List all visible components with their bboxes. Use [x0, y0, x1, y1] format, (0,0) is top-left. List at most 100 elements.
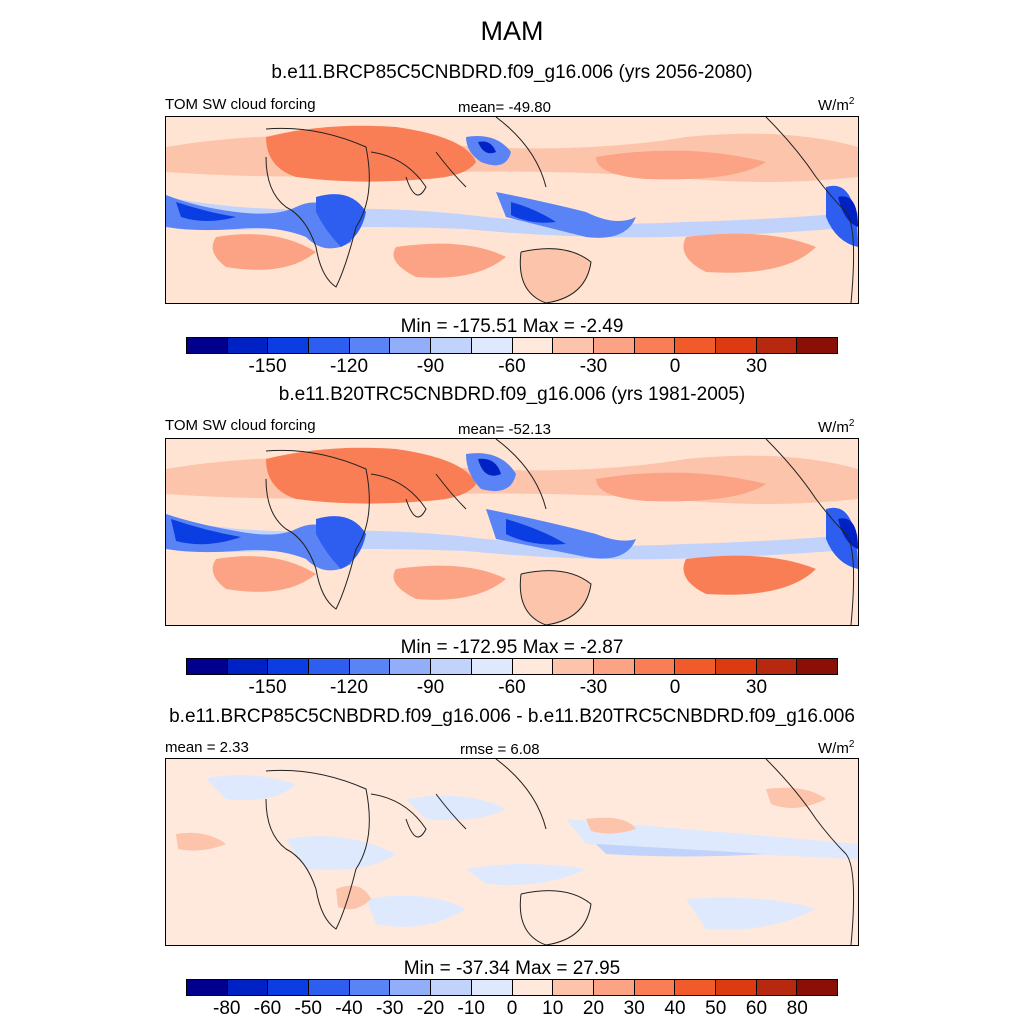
colorbar-swatch [593, 980, 635, 995]
colorbar-tick-label: 30 [745, 677, 768, 698]
colorbar-tick-label: -90 [416, 356, 445, 377]
colorbar-tick-label: -50 [294, 998, 322, 1019]
colorbar-tick-label: 0 [669, 677, 681, 698]
colorbar-swatch [431, 659, 472, 674]
colorbar-swatch [390, 980, 432, 995]
colorbar-swatch [797, 980, 837, 995]
panel1-map [165, 116, 859, 304]
colorbar-tick-label: 10 [542, 998, 564, 1019]
panel3-title: b.e11.BRCP85C5CNBDRD.f09_g16.006 - b.e11… [169, 706, 855, 727]
colorbar-swatch [715, 338, 757, 353]
panel1-variable-label: TOM SW cloud forcing [165, 96, 316, 113]
colorbar-tick-label: -60 [498, 677, 526, 698]
panel2-units: W/m2 [818, 418, 855, 436]
colorbar-tick-label: 60 [745, 998, 768, 1019]
panel2-colorbar [186, 658, 838, 675]
panel1-mean-label: mean= -49.80 [458, 99, 551, 116]
colorbar-swatch [187, 338, 228, 353]
panel2-map [165, 438, 859, 626]
colorbar-swatch [675, 980, 716, 995]
colorbar-swatch [756, 659, 798, 674]
colorbar-swatch [227, 338, 269, 353]
colorbar-swatch [268, 980, 310, 995]
colorbar-swatch [512, 338, 554, 353]
colorbar-swatch [756, 338, 798, 353]
panel2-mean-label: mean= -52.13 [458, 421, 551, 438]
colorbar-swatch [227, 659, 269, 674]
panel1-title: b.e11.BRCP85C5CNBDRD.f09_g16.006 (yrs 20… [271, 62, 753, 83]
colorbar-swatch [553, 338, 594, 353]
colorbar-swatch [431, 980, 472, 995]
colorbar-tick-label: -20 [416, 998, 445, 1019]
colorbar-tick-label: 0 [669, 356, 681, 377]
colorbar-tick-label: -60 [498, 356, 526, 377]
colorbar-tick-label: -30 [579, 356, 608, 377]
colorbar-swatch [471, 980, 513, 995]
colorbar-swatch [797, 338, 837, 353]
colorbar-tick-label: 30 [745, 356, 768, 377]
panel1-units: W/m2 [818, 96, 855, 114]
colorbar-swatch [187, 659, 228, 674]
colorbar-tick-label: -40 [335, 998, 363, 1019]
colorbar-tick-label: 20 [582, 998, 605, 1019]
colorbar-tick-label: -10 [457, 998, 485, 1019]
colorbar-tick-label: -120 [329, 677, 369, 698]
colorbar-tick-label: -150 [248, 356, 287, 377]
colorbar-swatch [390, 338, 432, 353]
colorbar-swatch [715, 980, 757, 995]
colorbar-swatch [349, 980, 391, 995]
colorbar-swatch [309, 338, 350, 353]
season-title: MAM [480, 16, 544, 46]
panel1-colorbar [186, 337, 838, 354]
panel2-title: b.e11.B20TRC5CNBDRD.f09_g16.006 (yrs 198… [278, 384, 746, 405]
colorbar-swatch [431, 338, 472, 353]
colorbar-swatch [227, 980, 269, 995]
colorbar-tick-label: 0 [506, 998, 518, 1019]
colorbar-tick-label: -150 [248, 677, 287, 698]
colorbar-swatch [553, 980, 594, 995]
colorbar-swatch [268, 338, 310, 353]
colorbar-swatch [715, 659, 757, 674]
colorbar-swatch [756, 980, 798, 995]
colorbar-tick-label: 30 [623, 998, 645, 1019]
panel2-variable-label: TOM SW cloud forcing [165, 417, 316, 434]
panel1-field [166, 117, 858, 303]
colorbar-swatch [471, 338, 513, 353]
panel2-min-max: Min = -172.95 Max = -2.87 [400, 637, 624, 658]
panel3-colorbar [186, 979, 838, 996]
panel1-min-max: Min = -175.51 Max = -2.49 [400, 316, 624, 337]
colorbar-swatch [512, 980, 554, 995]
colorbar-tick-label: -80 [213, 998, 241, 1019]
colorbar-swatch [309, 980, 350, 995]
colorbar-tick-label: -30 [376, 998, 404, 1019]
colorbar-swatch [634, 980, 676, 995]
colorbar-tick-label: -60 [253, 998, 282, 1019]
colorbar-tick-label: -120 [329, 356, 369, 377]
colorbar-tick-label: -90 [416, 677, 445, 698]
colorbar-swatch [349, 659, 391, 674]
panel3-mean-label: mean = 2.33 [165, 739, 249, 756]
colorbar-swatch [512, 659, 554, 674]
colorbar-swatch [187, 980, 228, 995]
panel3-map [165, 758, 859, 946]
colorbar-swatch [309, 659, 350, 674]
colorbar-swatch [390, 659, 432, 674]
colorbar-swatch [797, 659, 837, 674]
colorbar-swatch [675, 338, 716, 353]
colorbar-tick-label: 50 [705, 998, 727, 1019]
colorbar-swatch [553, 659, 594, 674]
panel3-field [166, 759, 858, 945]
colorbar-swatch [634, 659, 676, 674]
colorbar-swatch [268, 659, 310, 674]
panel3-min-max: Min = -37.34 Max = 27.95 [403, 958, 621, 979]
colorbar-tick-label: 40 [664, 998, 686, 1019]
colorbar-swatch [593, 659, 635, 674]
panel2-field [166, 439, 858, 625]
colorbar-swatch [593, 338, 635, 353]
panel3-rmse-label: rmse = 6.08 [460, 741, 540, 758]
colorbar-tick-label: 80 [786, 998, 808, 1019]
panel3-units: W/m2 [818, 739, 855, 757]
colorbar-swatch [634, 338, 676, 353]
colorbar-swatch [675, 659, 716, 674]
colorbar-tick-label: -30 [579, 677, 608, 698]
